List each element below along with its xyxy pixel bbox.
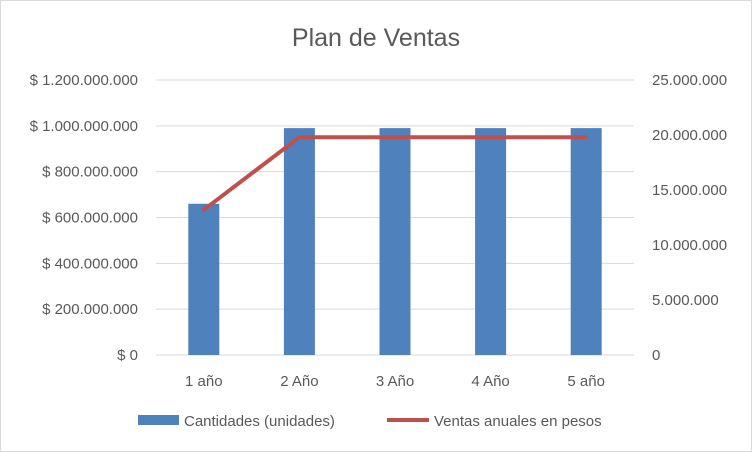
x-tick-label: 3 Año: [376, 373, 414, 390]
left-tick-label: $ 200.000.000: [42, 301, 138, 318]
left-tick-label: $ 800.000.000: [42, 164, 138, 181]
left-tick-label: $ 600.000.000: [42, 210, 138, 227]
left-tick-label: $ 400.000.000: [42, 255, 138, 272]
right-tick-label: 20.000.000: [652, 127, 727, 144]
legend: Cantidades (unidades) Ventas anuales en …: [138, 413, 602, 430]
bar: [188, 203, 220, 355]
legend-swatch-bar: [138, 415, 179, 425]
right-tick-label: 25.000.000: [652, 72, 727, 89]
x-tick-label: 1 año: [185, 373, 223, 390]
bar: [379, 128, 411, 355]
bar: [475, 128, 507, 355]
right-tick-label: 15.000.000: [652, 182, 727, 199]
left-tick-label: $ 1.200.000.000: [30, 72, 138, 89]
line-series: [201, 135, 589, 212]
x-tick-label: 5 año: [567, 373, 605, 390]
left-axis-labels: $ 0 $ 200.000.000 $ 400.000.000 $ 600.000.0…: [30, 72, 138, 364]
bar: [283, 128, 315, 355]
x-tick-label: 2 Año: [280, 373, 318, 390]
left-tick-label: $ 1.000.000.000: [30, 118, 138, 135]
x-tick-label: 4 Año: [471, 373, 509, 390]
right-axis-labels: 0 5.000.000 10.000.000 15.000.000 20.000.000…: [652, 72, 727, 364]
right-tick-label: 10.000.000: [652, 237, 727, 254]
chart-title: Plan de Ventas: [292, 24, 460, 52]
right-tick-label: 5.000.000: [652, 292, 719, 309]
right-tick-label: 0: [652, 347, 660, 364]
legend-label-bar: Cantidades (unidades): [184, 413, 335, 430]
x-axis-labels: 1 año 2 Año 3 Año 4 Año 5 año: [185, 373, 605, 390]
left-tick-label: $ 0: [117, 347, 138, 364]
bar-series: [188, 128, 602, 355]
series-line: [201, 135, 589, 212]
legend-label-line: Ventas anuales en pesos: [434, 413, 602, 430]
bar: [570, 128, 602, 355]
